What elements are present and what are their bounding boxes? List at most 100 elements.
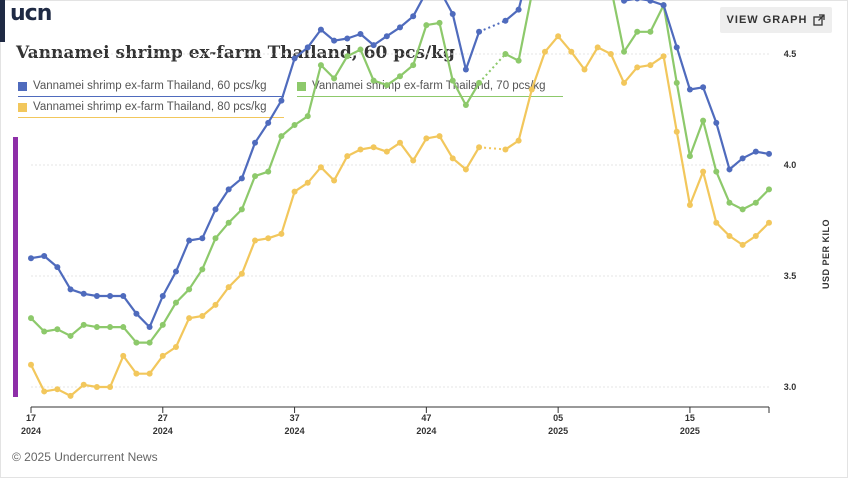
data-point xyxy=(186,315,193,322)
data-point xyxy=(41,328,48,335)
logo-accent-bar xyxy=(0,0,5,42)
data-point xyxy=(344,153,351,160)
legend-item-80[interactable]: Vannamei shrimp ex-farm Thailand, 80 pcs… xyxy=(18,101,284,118)
legend-label-70: Vannamei shrimp ex-farm Thailand, 70 pcs… xyxy=(312,80,546,92)
data-point xyxy=(159,292,166,299)
data-point xyxy=(67,332,74,339)
x-tick-year-label: 2024 xyxy=(153,426,173,436)
data-point xyxy=(621,79,628,86)
data-point xyxy=(80,321,87,328)
data-point xyxy=(80,290,87,297)
data-point xyxy=(107,324,114,331)
data-point xyxy=(673,128,680,135)
series-gap-line xyxy=(478,146,506,151)
data-point xyxy=(252,237,259,244)
data-point xyxy=(515,6,522,13)
data-point xyxy=(502,146,509,153)
x-tick-year-label: 2024 xyxy=(416,426,436,436)
data-point xyxy=(146,370,153,377)
data-point xyxy=(752,148,759,155)
x-tick-year-label: 2024 xyxy=(21,426,41,436)
data-point xyxy=(383,148,390,155)
view-graph-button[interactable]: VIEW GRAPH xyxy=(720,7,832,33)
data-point xyxy=(686,201,693,208)
data-point xyxy=(410,13,417,20)
data-point xyxy=(238,175,245,182)
data-point xyxy=(686,153,693,160)
data-point xyxy=(225,219,232,226)
data-point xyxy=(673,79,680,86)
data-point xyxy=(225,284,232,291)
data-point xyxy=(252,173,259,180)
data-point xyxy=(528,86,535,93)
data-point xyxy=(673,44,680,51)
data-point xyxy=(555,33,562,40)
series-line xyxy=(30,0,481,329)
data-point xyxy=(568,48,575,55)
x-tick-year-label: 2025 xyxy=(680,426,700,436)
data-point xyxy=(621,0,628,4)
data-point xyxy=(436,19,443,26)
data-point xyxy=(199,312,206,319)
legend-swatch-60 xyxy=(18,81,27,91)
data-point xyxy=(410,157,417,164)
y-tick-label: 3.0 xyxy=(784,382,797,392)
data-point xyxy=(67,392,74,399)
data-point xyxy=(449,77,456,84)
data-point xyxy=(370,77,377,84)
data-point xyxy=(225,186,232,193)
data-point xyxy=(700,117,707,124)
view-graph-label: VIEW GRAPH xyxy=(726,14,808,26)
data-point xyxy=(41,388,48,395)
x-tick-week-label: 37 xyxy=(290,413,300,423)
data-point xyxy=(291,55,298,62)
data-point xyxy=(713,168,720,175)
legend-item-70[interactable]: Vannamei shrimp ex-farm Thailand, 70 pcs… xyxy=(297,80,563,97)
data-point xyxy=(476,144,483,151)
data-point xyxy=(370,144,377,151)
data-point xyxy=(700,168,707,175)
data-point xyxy=(28,255,34,262)
brand-logo[interactable]: ucn xyxy=(10,1,52,26)
data-point xyxy=(331,75,338,82)
data-point xyxy=(752,233,759,240)
data-point xyxy=(120,352,127,359)
data-point xyxy=(502,17,509,24)
x-tick-week-label: 47 xyxy=(421,413,431,423)
data-point xyxy=(357,46,364,53)
data-point xyxy=(739,241,746,248)
legend-item-60[interactable]: Vannamei shrimp ex-farm Thailand, 60 pcs… xyxy=(18,80,284,97)
data-point xyxy=(120,292,127,299)
data-point xyxy=(159,352,166,359)
data-point xyxy=(713,119,720,126)
data-point xyxy=(304,179,311,186)
data-point xyxy=(93,292,100,299)
data-point xyxy=(28,315,34,322)
data-point xyxy=(159,321,166,328)
data-point xyxy=(172,268,179,275)
data-point xyxy=(634,64,641,71)
data-point xyxy=(317,26,324,33)
y-axis-label: USD PER KILO xyxy=(821,219,831,289)
data-point xyxy=(370,42,377,49)
data-point xyxy=(54,386,61,393)
series-line xyxy=(504,0,770,171)
data-point xyxy=(54,264,61,271)
data-point xyxy=(383,33,390,40)
data-point xyxy=(766,150,772,157)
data-point xyxy=(120,324,127,331)
legend-swatch-70 xyxy=(297,81,306,91)
data-point xyxy=(252,139,259,146)
data-point xyxy=(212,235,219,242)
data-point xyxy=(304,113,311,120)
data-point xyxy=(476,79,483,86)
data-point xyxy=(344,53,351,60)
legend-label-60: Vannamei shrimp ex-farm Thailand, 60 pcs… xyxy=(33,80,267,92)
data-point xyxy=(423,22,430,29)
data-point xyxy=(423,135,430,142)
data-point xyxy=(726,199,733,206)
data-point xyxy=(291,122,298,129)
series-gap-line xyxy=(478,19,506,33)
data-point xyxy=(476,28,483,35)
data-point xyxy=(397,24,403,31)
